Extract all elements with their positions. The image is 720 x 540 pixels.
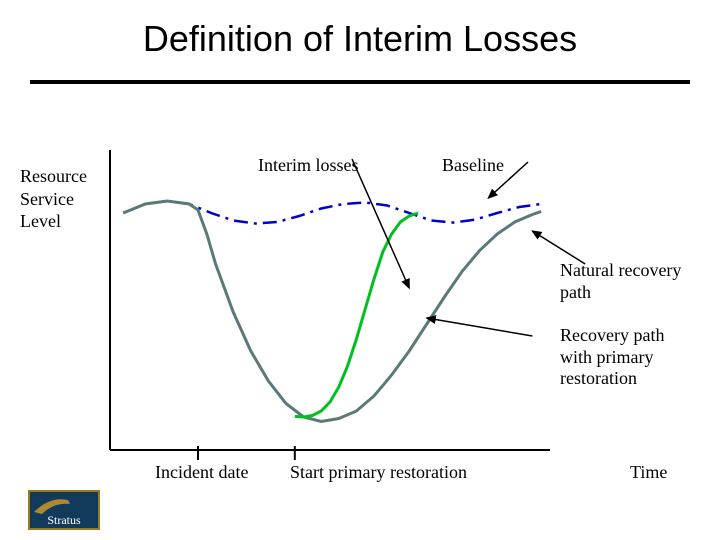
label-start-restoration: Start primary restoration [290,462,467,483]
slide-title: Definition of Interim Losses [0,18,720,60]
label-incident-date: Incident date [155,462,248,483]
arrow-recovery-path [427,318,533,336]
label-recovery-path: Recovery path with primary restoration [560,325,664,390]
label-natural-recovery: Natural recovery path [560,260,681,303]
label-time: Time [630,462,667,483]
slide-root: { "title": { "text": "Definition of Inte… [0,0,720,540]
label-interim-losses: Interim losses [258,155,359,176]
chart-area [110,150,550,450]
stratus-logo: Stratus [28,490,100,530]
logo-text: Stratus [47,513,81,527]
primary-restoration-curve [295,213,418,417]
natural-recovery-curve [123,201,541,422]
y-axis-label: Resource Service Level [20,165,87,233]
label-baseline: Baseline [442,155,504,176]
title-underline [30,80,690,84]
